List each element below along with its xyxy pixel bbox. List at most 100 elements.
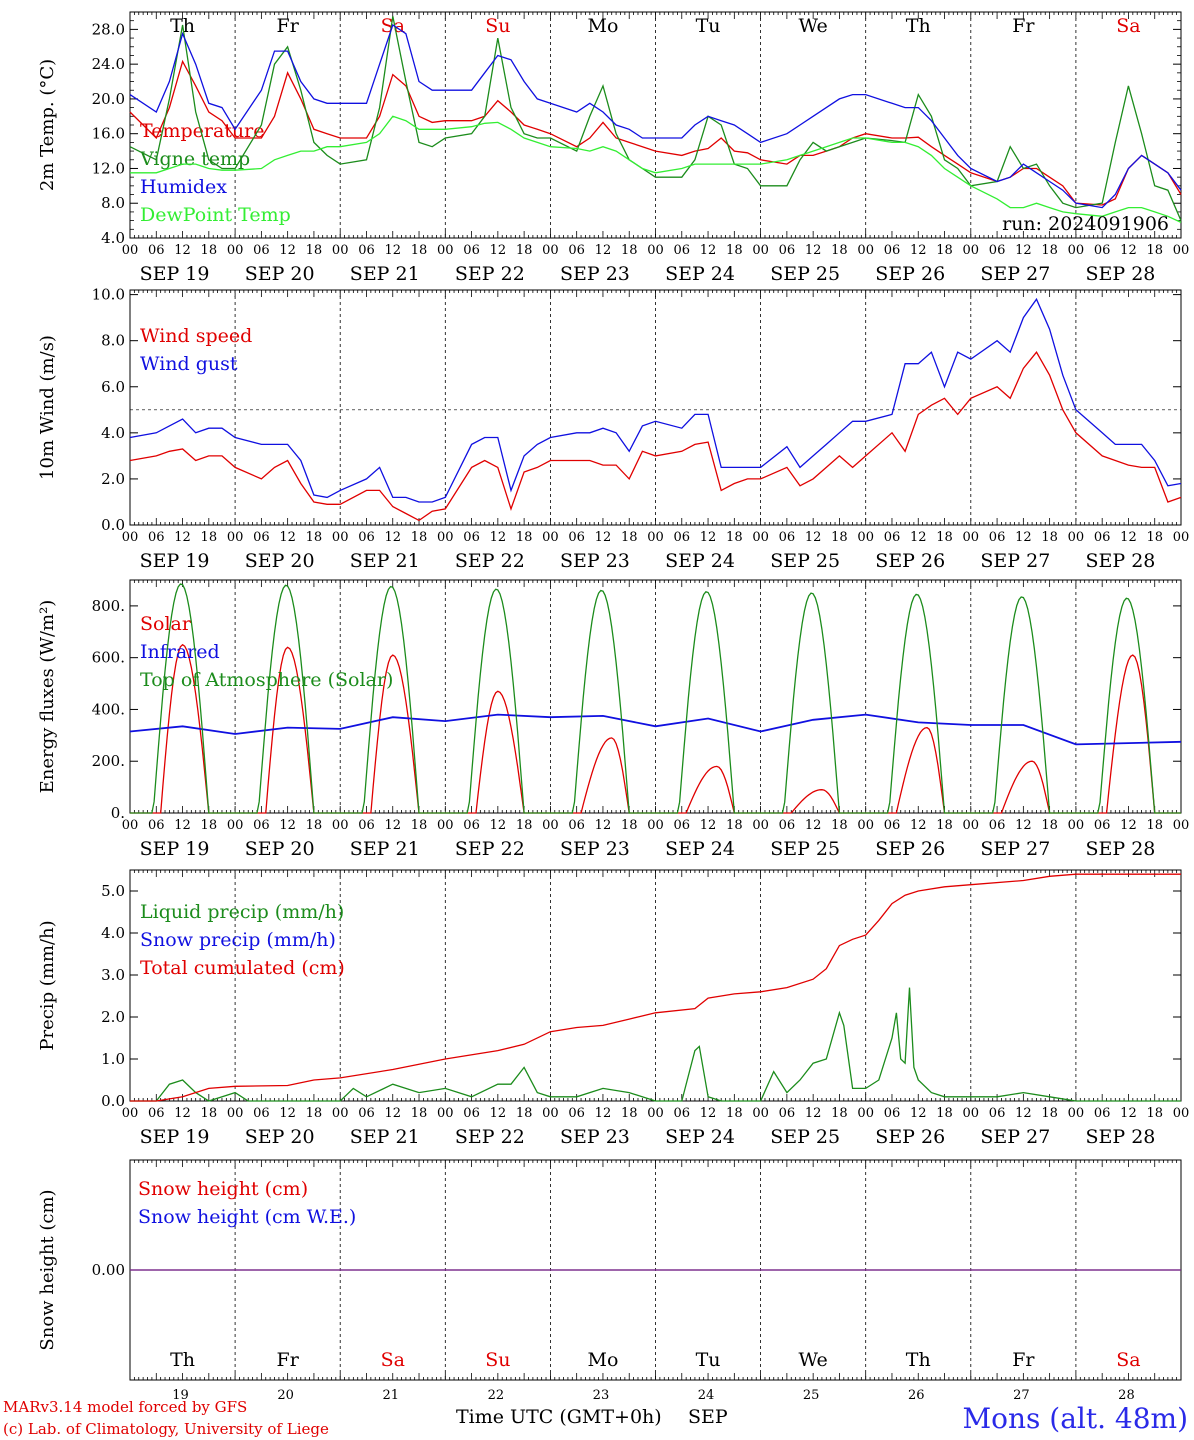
hour-tick-label: 00 <box>122 530 139 545</box>
legend-entry: Solar <box>140 613 192 635</box>
hour-tick-label: 06 <box>463 243 480 258</box>
y-tick-label: 400. <box>92 700 125 718</box>
hour-tick-label: 18 <box>306 243 323 258</box>
hour-tick-label: 12 <box>174 243 191 258</box>
hour-tick-label: 06 <box>358 243 375 258</box>
hour-tick-label: 12 <box>805 818 822 833</box>
hour-tick-label: 00 <box>437 530 454 545</box>
date-label: SEP 21 <box>350 1126 420 1148</box>
hour-tick-label: 18 <box>1146 243 1163 258</box>
day-abbr: Fr <box>1012 1349 1035 1371</box>
hour-tick-label: 18 <box>1146 1106 1163 1121</box>
meteogram-panels: 4.0 8.0 12.0 16.0 20.0 24.0 28.0 2m Temp. (°C) 0… <box>37 11 1190 1403</box>
day-abbr: We <box>799 1349 828 1371</box>
legend-entry: Total cumulated (cm) <box>140 957 345 979</box>
y-tick-label: 200. <box>92 752 125 770</box>
hour-tick-label: 12 <box>279 243 296 258</box>
hour-tick-label: 12 <box>490 818 507 833</box>
hour-tick-label: 12 <box>490 530 507 545</box>
hour-tick-label: 18 <box>831 818 848 833</box>
hour-tick-label: 06 <box>253 1106 270 1121</box>
date-label: SEP 19 <box>140 1126 210 1148</box>
hour-tick-label: 12 <box>279 818 296 833</box>
hour-tick-label: 00 <box>963 818 980 833</box>
hour-tick-label: 06 <box>989 530 1006 545</box>
meteogram-footer: MARv3.14 model forced by GFS (c) Lab. of… <box>3 1398 1188 1438</box>
series-line-energy-1 <box>129 713 1182 746</box>
hour-tick-label: 06 <box>568 243 585 258</box>
day-number: 23 <box>593 1388 610 1403</box>
hour-tick-label: 18 <box>201 818 218 833</box>
day-number: 21 <box>382 1388 399 1403</box>
hour-tick-label: 12 <box>490 243 507 258</box>
y-tick-label: 2.0 <box>101 1008 125 1026</box>
day-abbr: Su <box>485 15 510 37</box>
date-label: SEP 25 <box>770 550 840 572</box>
day-number: 25 <box>803 1388 820 1403</box>
hour-tick-label: 12 <box>279 530 296 545</box>
series-line-temperature-0 <box>129 59 1182 206</box>
hour-tick-label: 12 <box>910 530 927 545</box>
hour-tick-label: 18 <box>831 243 848 258</box>
hour-tick-label: 00 <box>1173 1106 1190 1121</box>
day-number: 24 <box>698 1388 715 1403</box>
date-label: SEP 27 <box>980 263 1050 285</box>
y-axis-label: Snow height (cm) <box>37 1189 58 1350</box>
y-tick-label: 16.0 <box>92 125 125 143</box>
hour-tick-label: 06 <box>358 1106 375 1121</box>
day-abbr: Fr <box>1012 15 1035 37</box>
hour-tick-label: 00 <box>437 243 454 258</box>
legend-entry: Snow precip (mm/h) <box>140 929 336 951</box>
date-label: SEP 23 <box>560 838 630 860</box>
hour-tick-label: 18 <box>411 818 428 833</box>
date-label: SEP 25 <box>770 263 840 285</box>
hour-tick-label: 18 <box>411 243 428 258</box>
hour-tick-label: 18 <box>516 530 533 545</box>
date-label: SEP 23 <box>560 1126 630 1148</box>
y-tick-label: 20.0 <box>92 90 125 108</box>
hour-tick-label: 00 <box>332 530 349 545</box>
date-label: SEP 24 <box>665 550 735 572</box>
hour-tick-label: 06 <box>463 1106 480 1121</box>
day-number: 19 <box>172 1388 189 1403</box>
day-number: 27 <box>1013 1388 1030 1403</box>
hour-tick-label: 18 <box>726 1106 743 1121</box>
day-abbr: Sa <box>1116 15 1140 37</box>
hour-tick-label: 06 <box>989 818 1006 833</box>
hour-tick-label: 12 <box>279 1106 296 1121</box>
series-line-temperature-2 <box>129 23 1182 209</box>
series-line-precip-2 <box>130 873 1181 1102</box>
hour-tick-label: 00 <box>542 818 559 833</box>
date-label: SEP 23 <box>560 263 630 285</box>
hour-tick-label: 12 <box>490 1106 507 1121</box>
legend-entry: Liquid precip (mm/h) <box>140 901 344 923</box>
hour-tick-label: 18 <box>726 818 743 833</box>
day-abbr: Th <box>906 1349 931 1371</box>
day-abbr: We <box>799 15 828 37</box>
date-label: SEP 20 <box>245 1126 315 1148</box>
hour-tick-label: 12 <box>700 1106 717 1121</box>
hour-tick-label: 12 <box>595 243 612 258</box>
hour-tick-label: 00 <box>332 243 349 258</box>
hour-tick-label: 12 <box>595 818 612 833</box>
hour-tick-label: 00 <box>857 243 874 258</box>
date-label: SEP 19 <box>140 838 210 860</box>
hour-tick-label: 06 <box>1094 530 1111 545</box>
hour-tick-label: 06 <box>358 530 375 545</box>
hour-tick-label: 06 <box>568 530 585 545</box>
hour-tick-label: 18 <box>936 818 953 833</box>
hour-tick-label: 18 <box>936 243 953 258</box>
day-abbr: Fr <box>277 1349 300 1371</box>
legend-entry: Vigne temp <box>139 148 250 170</box>
date-label: SEP 27 <box>980 550 1050 572</box>
date-label: SEP 24 <box>665 1126 735 1148</box>
hour-tick-label: 00 <box>647 1106 664 1121</box>
y-tick-label: 3.0 <box>101 966 125 984</box>
hour-tick-label: 18 <box>726 243 743 258</box>
hour-tick-label: 00 <box>647 530 664 545</box>
hour-tick-label: 00 <box>857 530 874 545</box>
hour-tick-label: 00 <box>332 818 349 833</box>
hour-tick-label: 18 <box>306 530 323 545</box>
y-axis-label: 10m Wind (m/s) <box>37 335 58 480</box>
date-label: SEP 21 <box>350 550 420 572</box>
